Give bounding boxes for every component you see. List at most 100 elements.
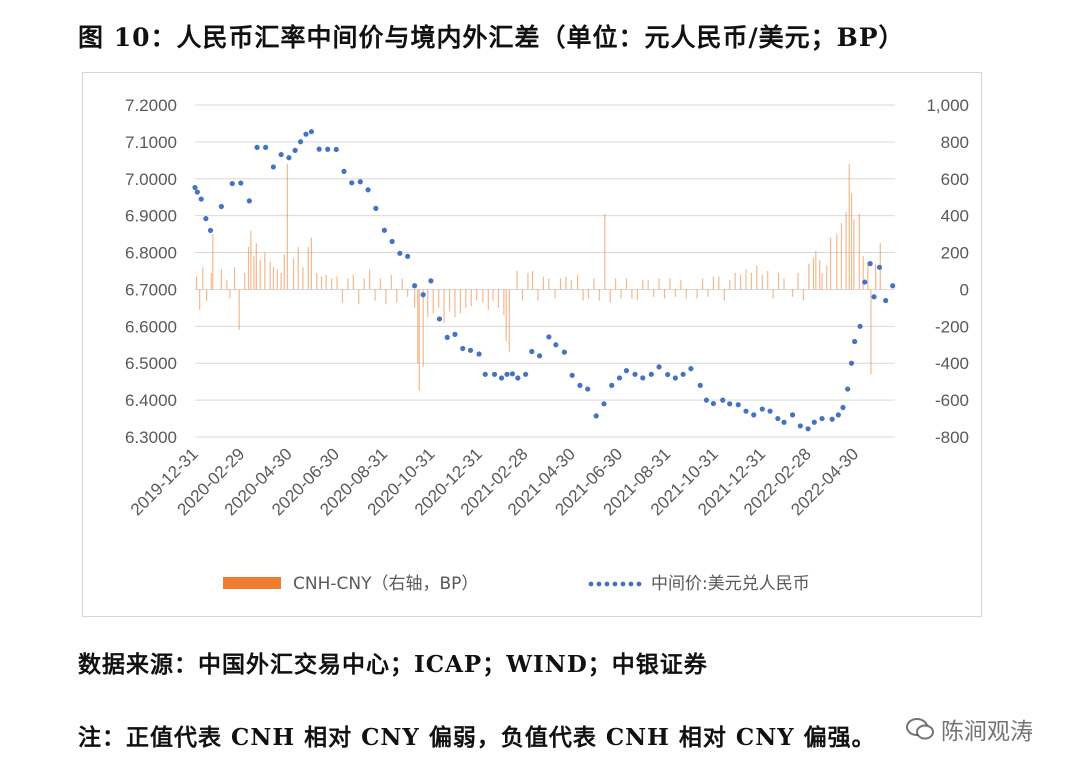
fixing-dot	[546, 334, 552, 340]
data-source-line: 数据来源：中国外汇交易中心；ICAP；WIND；中银证券	[78, 651, 708, 678]
right-tick-label: 400	[941, 207, 969, 226]
fixing-dot	[428, 278, 434, 284]
cnh-cny-bar	[363, 278, 365, 290]
cnh-cny-bar	[422, 289, 424, 367]
cnh-cny-bar	[438, 289, 440, 308]
cnh-cny-bar	[385, 289, 387, 305]
cnh-cny-bar	[812, 258, 815, 290]
cnh-cny-bar	[576, 274, 579, 290]
fixing-dot	[412, 283, 418, 289]
fixing-dot	[373, 205, 379, 211]
left-tick-label: 6.7000	[125, 280, 177, 299]
figure-title: 图 10：人民币汇率中间价与境内外汇差（单位：元人民币/美元；BP）	[78, 23, 905, 52]
cnh-cny-bar	[283, 254, 285, 290]
fixing-dot	[852, 338, 858, 345]
left-tick-label: 6.8000	[125, 244, 177, 263]
fixing-dot	[357, 179, 363, 185]
fixing-dot	[476, 351, 482, 357]
fixing-dot	[867, 261, 873, 267]
left-tick-label: 7.0000	[125, 170, 177, 189]
legend-dot	[612, 581, 618, 587]
cnh-cny-bar	[680, 280, 682, 290]
fixing-dot	[876, 264, 883, 270]
cnh-cny-bar	[272, 267, 274, 290]
fixing-dot	[292, 147, 298, 153]
legend-swatch-dots	[588, 581, 642, 587]
cnh-cny-bar	[826, 265, 828, 290]
cnh-cny-bar	[848, 164, 850, 290]
cnh-cny-bar	[247, 247, 250, 290]
cnh-cny-bar	[729, 280, 731, 290]
fixing-dot	[405, 253, 411, 259]
wechat-icon	[906, 718, 934, 740]
cnh-cny-bar	[862, 256, 864, 290]
cnh-cny-bar	[358, 289, 360, 305]
cnh-cny-bar	[320, 276, 323, 290]
fixing-dot	[665, 371, 671, 378]
cnh-cny-bar	[808, 263, 810, 290]
cnh-cny-bar	[829, 237, 832, 290]
fixing-dot	[710, 400, 717, 407]
cnh-cny-bar	[487, 289, 489, 310]
legend-swatch-bar	[223, 577, 281, 589]
cnh-cny-bar	[250, 230, 252, 290]
cnh-cny-bar	[653, 289, 655, 297]
cnh-cny-bar	[508, 289, 510, 353]
cnh-cny-bar	[302, 267, 304, 290]
cnh-cny-bar	[432, 289, 434, 314]
right-tick-label: 1,000	[926, 96, 969, 115]
cnh-cny-bar	[238, 289, 240, 331]
right-tick-label: 200	[941, 244, 969, 263]
fixing-dot	[680, 371, 686, 377]
cnh-cny-bar	[527, 272, 529, 290]
cnh-cny-bar	[379, 278, 382, 290]
fixing-dot	[529, 348, 535, 355]
fixing-dot	[397, 250, 403, 256]
cnh-cny-bar	[497, 289, 500, 308]
fixing-dot	[883, 297, 889, 304]
fixing-dot	[871, 294, 877, 300]
cnh-cny-bar	[316, 272, 318, 290]
cnh-cny-bar	[620, 289, 622, 299]
cnh-cny-bar	[286, 164, 288, 290]
fixing-dot	[759, 406, 765, 412]
legend-label-bar: CNH-CNY（右轴，BP）	[293, 574, 478, 594]
cnh-cny-bar	[454, 289, 456, 318]
cnh-cny-bar	[476, 289, 478, 301]
fixing-dot	[308, 129, 315, 135]
cnh-cny-bar	[615, 278, 617, 290]
cnh-cny-bar	[401, 278, 403, 290]
fixing-dot	[263, 144, 269, 150]
cnh-cny-bar	[521, 289, 524, 301]
footnote-line: 注：正值代表 CNH 相对 CNY 偏弱，负值代表 CNH 相对 CNY 偏强。	[78, 724, 876, 751]
fixing-dot	[656, 364, 662, 370]
fixing-dot	[616, 375, 623, 381]
cnh-cny-bar	[858, 213, 860, 290]
fixing-dot	[697, 382, 703, 388]
cnh-cny-bar	[631, 289, 633, 299]
watermark-text: 陈涧观涛	[941, 719, 1033, 745]
left-tick-label: 6.3000	[125, 428, 177, 447]
cnh-cny-bar	[658, 278, 660, 290]
cnh-cny-bar	[582, 289, 584, 301]
cnh-cny-bar	[707, 289, 709, 297]
cnh-cny-bar	[448, 289, 451, 312]
cnh-cny-bar	[336, 276, 338, 290]
cnh-cny-bar	[718, 276, 720, 290]
cnh-cny-bar	[264, 252, 266, 290]
fixing-dot	[840, 404, 846, 411]
fixing-dot	[504, 371, 510, 377]
cnh-cny-bar	[756, 265, 758, 290]
fixing-dot	[229, 180, 235, 187]
fixing-dot	[333, 146, 339, 153]
fixing-dot	[254, 144, 260, 150]
cnh-cny-bar	[802, 289, 805, 301]
fixing-dot	[194, 189, 200, 195]
cnh-cny-bar	[255, 243, 257, 290]
fixing-dot	[192, 184, 198, 191]
fixing-dot	[720, 397, 726, 403]
fixing-dot	[743, 408, 749, 414]
cnh-cny-bar	[636, 289, 638, 301]
left-tick-label: 7.2000	[125, 96, 177, 115]
fixing-dot	[303, 131, 309, 137]
